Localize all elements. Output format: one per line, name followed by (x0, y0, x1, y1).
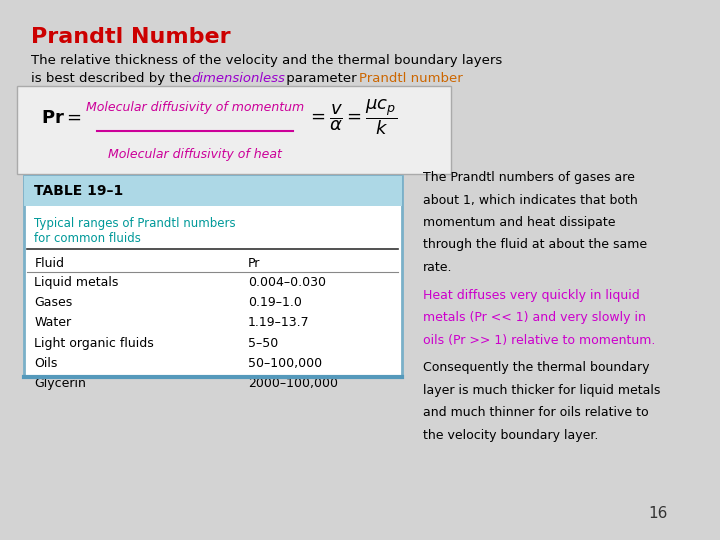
Text: $= \dfrac{v}{\alpha} = \dfrac{\mu c_p}{k}$: $= \dfrac{v}{\alpha} = \dfrac{\mu c_p}{k… (307, 98, 397, 137)
Text: Consequently the thermal boundary: Consequently the thermal boundary (423, 361, 649, 374)
Text: Water: Water (35, 316, 71, 329)
Text: Molecular diffusivity of momentum: Molecular diffusivity of momentum (86, 101, 305, 114)
Text: Heat diffuses very quickly in liquid: Heat diffuses very quickly in liquid (423, 289, 639, 302)
Text: Glycerin: Glycerin (35, 377, 86, 390)
Text: rate.: rate. (423, 261, 452, 274)
FancyBboxPatch shape (17, 86, 451, 174)
Text: TABLE 19–1: TABLE 19–1 (35, 185, 124, 198)
Text: and much thinner for oils relative to: and much thinner for oils relative to (423, 406, 649, 419)
Text: 5–50: 5–50 (248, 337, 278, 350)
Text: 0.004–0.030: 0.004–0.030 (248, 276, 326, 289)
Text: is best described by the: is best described by the (31, 72, 195, 85)
Text: through the fluid at about the same: through the fluid at about the same (423, 239, 647, 252)
FancyBboxPatch shape (24, 177, 402, 206)
Text: Oils: Oils (35, 357, 58, 370)
Text: dimensionless: dimensionless (191, 72, 285, 85)
Text: 0.19–1.0: 0.19–1.0 (248, 296, 302, 309)
Text: $\mathbf{Pr} =$: $\mathbf{Pr} =$ (41, 109, 82, 127)
Text: 2000–100,000: 2000–100,000 (248, 377, 338, 390)
Text: Pr: Pr (248, 256, 260, 269)
Text: oils (Pr >> 1) relative to momentum.: oils (Pr >> 1) relative to momentum. (423, 334, 655, 347)
Text: The relative thickness of the velocity and the thermal boundary layers: The relative thickness of the velocity a… (31, 53, 502, 66)
Text: momentum and heat dissipate: momentum and heat dissipate (423, 216, 616, 229)
Text: Light organic fluids: Light organic fluids (35, 337, 154, 350)
Text: 1.19–13.7: 1.19–13.7 (248, 316, 310, 329)
Text: parameter: parameter (282, 72, 361, 85)
Text: layer is much thicker for liquid metals: layer is much thicker for liquid metals (423, 384, 660, 397)
FancyBboxPatch shape (24, 177, 402, 377)
Text: about 1, which indicates that both: about 1, which indicates that both (423, 193, 638, 207)
Text: Prandtl number: Prandtl number (359, 72, 463, 85)
Text: Molecular diffusivity of heat: Molecular diffusivity of heat (109, 148, 282, 161)
Text: Liquid metals: Liquid metals (35, 276, 119, 289)
Text: the velocity boundary layer.: the velocity boundary layer. (423, 429, 598, 442)
Text: 50–100,000: 50–100,000 (248, 357, 322, 370)
Text: The Prandtl numbers of gases are: The Prandtl numbers of gases are (423, 171, 635, 184)
Text: 16: 16 (649, 506, 668, 521)
Text: Typical ranges of Prandtl numbers
for common fluids: Typical ranges of Prandtl numbers for co… (35, 217, 236, 245)
Text: Fluid: Fluid (35, 256, 64, 269)
Text: Prandtl Number: Prandtl Number (31, 27, 230, 47)
Text: Gases: Gases (35, 296, 73, 309)
Text: metals (Pr << 1) and very slowly in: metals (Pr << 1) and very slowly in (423, 311, 646, 324)
